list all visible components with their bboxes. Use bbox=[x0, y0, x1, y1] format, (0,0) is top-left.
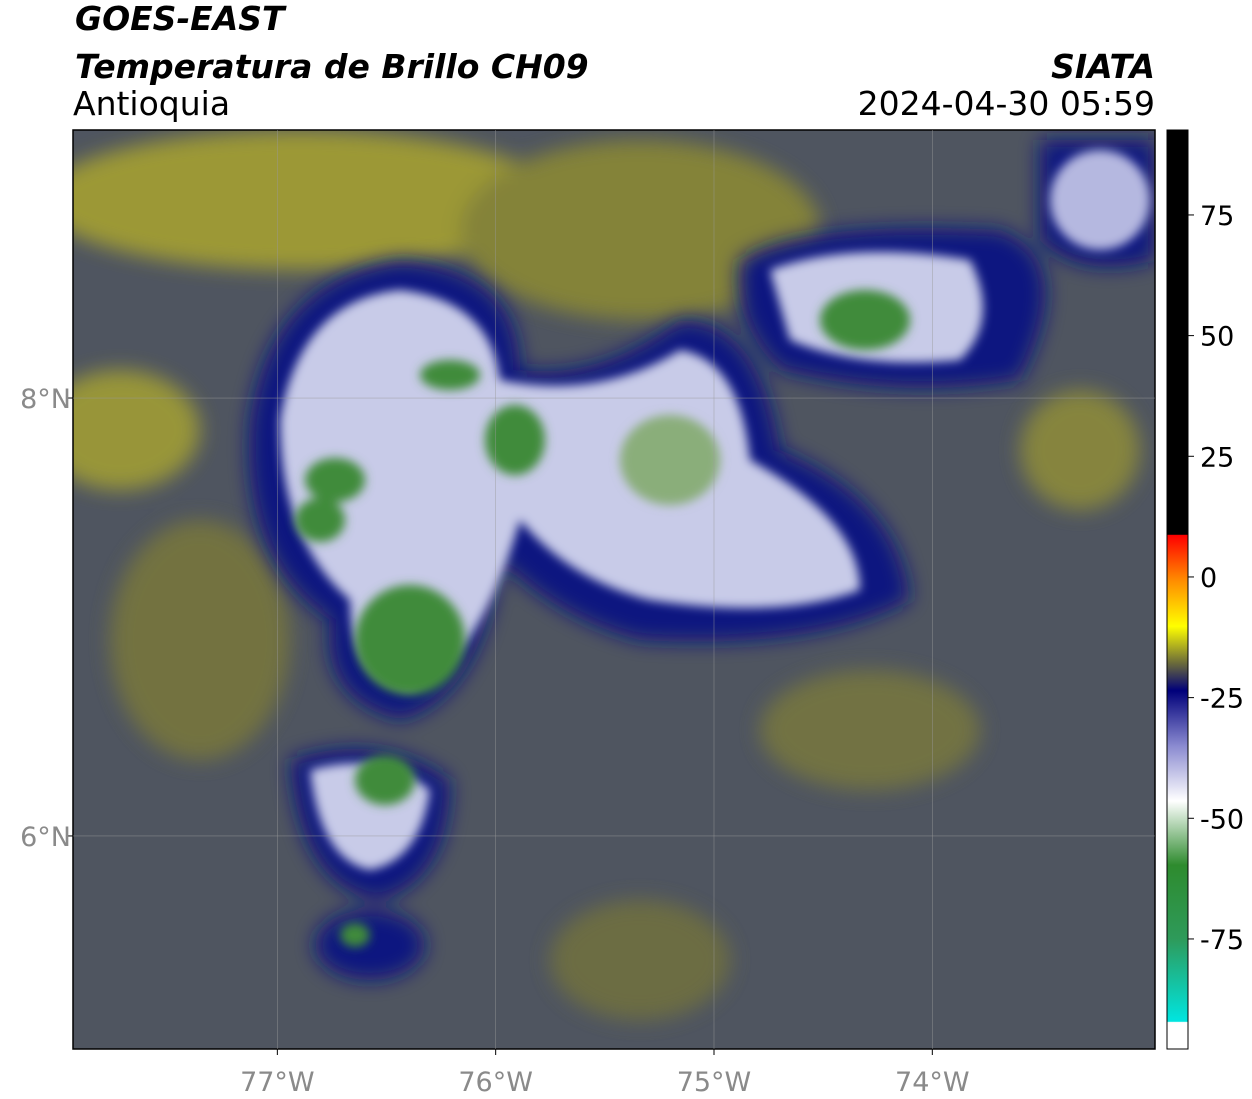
source: SIATA bbox=[1051, 47, 1155, 86]
x-tick-label: 76°W bbox=[458, 1067, 533, 1098]
region: Antioquia bbox=[73, 84, 230, 123]
timestamp: 2024-04-30 05:59 bbox=[858, 84, 1155, 123]
colorbar-label: 25 bbox=[1200, 442, 1234, 473]
colorbar-label: -25 bbox=[1200, 684, 1244, 715]
colorbar-label: 75 bbox=[1200, 201, 1234, 232]
y-tick-label: 6°N bbox=[20, 822, 71, 853]
subtitle: Temperatura de Brillo CH09 bbox=[75, 47, 589, 86]
colorbar-label: -50 bbox=[1200, 804, 1244, 835]
map-frame bbox=[72, 129, 1156, 1050]
colorbar-label: -75 bbox=[1200, 925, 1244, 956]
colorbar-label: 0 bbox=[1200, 563, 1217, 594]
x-tick-label: 77°W bbox=[240, 1067, 315, 1098]
x-tick-label: 74°W bbox=[895, 1067, 970, 1098]
colorbar-label: 50 bbox=[1200, 322, 1234, 353]
satellite-image bbox=[73, 130, 1155, 1049]
colorbar bbox=[1166, 129, 1189, 1050]
title: GOES-EAST bbox=[75, 0, 287, 38]
y-tick-label: 8°N bbox=[20, 384, 71, 415]
x-tick-label: 75°W bbox=[677, 1067, 752, 1098]
